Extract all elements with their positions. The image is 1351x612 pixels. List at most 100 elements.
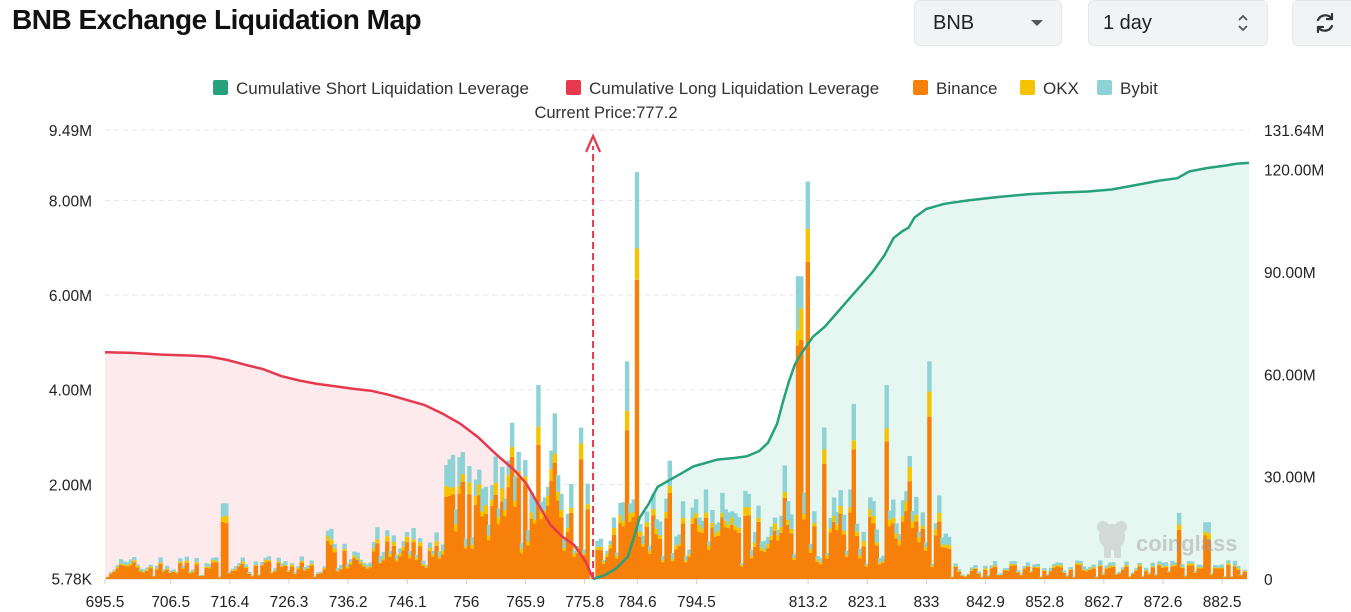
bar-segment-binance (1242, 571, 1247, 579)
bar-segment-bybit (1180, 564, 1185, 567)
liquidation-bar (881, 555, 886, 579)
bar-segment-binance (578, 459, 584, 579)
bar-segment-okx (785, 519, 791, 525)
bar-segment-binance (1117, 573, 1123, 579)
bar-segment-bybit (1025, 562, 1031, 566)
liquidation-bar (785, 501, 791, 579)
bar-segment-bybit (532, 500, 538, 520)
bar-segment-okx (365, 567, 370, 569)
bar-segment-bybit (966, 573, 971, 575)
bar-segment-binance (1186, 565, 1192, 579)
bar-segment-bybit (1121, 567, 1126, 570)
coin-select[interactable]: BNB (914, 0, 1062, 46)
bar-segment-okx (1180, 566, 1185, 568)
liquidation-bar (1061, 570, 1067, 579)
bar-segment-bybit (1015, 570, 1021, 572)
bar-segment-bybit (923, 542, 929, 548)
bar-segment-bybit (670, 553, 676, 560)
bar-segment-binance (532, 523, 538, 579)
bar-segment-binance (141, 572, 147, 579)
bar-segment-okx (923, 547, 929, 551)
bar-segment-binance (125, 566, 130, 579)
bar-segment-okx (490, 499, 495, 506)
bar-segment-binance (233, 570, 239, 579)
bar-segment-binance (841, 534, 847, 579)
liquidation-bar (831, 497, 837, 579)
bar-segment-bybit (946, 536, 952, 546)
bar-segment-bybit (1006, 568, 1011, 571)
bar-segment-bybit (963, 575, 968, 577)
liquidation-bar (1058, 562, 1063, 579)
bar-segment-bybit (992, 561, 998, 566)
bar-segment-bybit (480, 488, 485, 512)
bar-segment-binance (266, 561, 272, 579)
liquidation-bar (1242, 569, 1247, 579)
liquidation-bar (1035, 563, 1040, 579)
bar-segment-okx (1042, 570, 1047, 571)
bar-segment-okx (1081, 569, 1086, 571)
bar-segment-okx (227, 572, 232, 574)
bar-segment-bybit (1071, 576, 1077, 577)
liquidation-bar (1022, 566, 1027, 579)
liquidation-bar (687, 549, 692, 579)
liquidation-bar (513, 475, 518, 579)
bar-segment-bybit (224, 503, 229, 516)
bar-segment-okx (910, 521, 916, 528)
liquidation-bar (992, 561, 998, 579)
bar-segment-okx (355, 558, 360, 560)
bar-segment-binance (1015, 572, 1021, 579)
liquidation-bar (391, 535, 396, 579)
refresh-button[interactable] (1292, 0, 1351, 46)
liquidation-bar (539, 501, 544, 579)
liquidation-bar (723, 509, 728, 579)
liquidation-bar (674, 536, 679, 579)
bar-segment-bybit (263, 557, 268, 560)
bar-segment-bybit (243, 564, 249, 567)
bar-segment-bybit (1124, 561, 1129, 566)
liquidation-bar (1111, 562, 1116, 579)
liquidation-bar (960, 574, 965, 579)
bar-segment-binance (851, 449, 856, 579)
bar-segment-okx (286, 570, 291, 572)
liquidation-bar (940, 537, 945, 579)
liquidation-bar (999, 573, 1004, 579)
bar-segment-bybit (233, 566, 239, 569)
bar-segment-okx (529, 512, 534, 519)
period-select[interactable]: 1 day (1088, 0, 1268, 46)
bar-segment-okx (825, 555, 830, 559)
legend-swatch-short (213, 80, 228, 95)
liquidation-bar (444, 465, 449, 579)
bar-segment-binance (253, 566, 258, 579)
bar-segment-bybit (634, 172, 640, 249)
liquidation-bar (608, 540, 613, 579)
bar-segment-binance (138, 571, 143, 579)
liquidation-bar (473, 479, 479, 579)
liquidation-bar (309, 560, 314, 579)
bar-segment-okx (943, 544, 948, 548)
bar-segment-okx (1078, 563, 1083, 566)
liquidation-bar (1098, 560, 1103, 579)
bar-segment-binance (969, 570, 975, 579)
bar-segment-bybit (132, 557, 137, 561)
bar-segment-binance (891, 523, 896, 579)
bar-segment-bybit (979, 576, 985, 577)
bar-segment-okx (279, 565, 285, 567)
liquidation-bar (720, 492, 725, 579)
bar-segment-bybit (1213, 565, 1218, 568)
bar-segment-okx (408, 554, 413, 559)
liquidation-bar (868, 497, 873, 579)
bar-segment-okx (647, 550, 653, 554)
bar-segment-binance (634, 279, 640, 579)
liquidation-bar (552, 413, 557, 579)
bar-segment-binance (1216, 568, 1221, 579)
bar-segment-bybit (335, 568, 341, 571)
bar-segment-binance (128, 565, 134, 579)
liquidation-bar (1045, 574, 1050, 579)
bar-segment-okx (838, 506, 843, 514)
bar-segment-okx (1134, 569, 1139, 571)
bar-segment-okx (1206, 533, 1211, 540)
bar-segment-binance (329, 544, 334, 579)
bar-segment-okx (595, 547, 600, 550)
bar-segment-okx (992, 565, 998, 567)
bar-segment-binance (772, 530, 778, 579)
